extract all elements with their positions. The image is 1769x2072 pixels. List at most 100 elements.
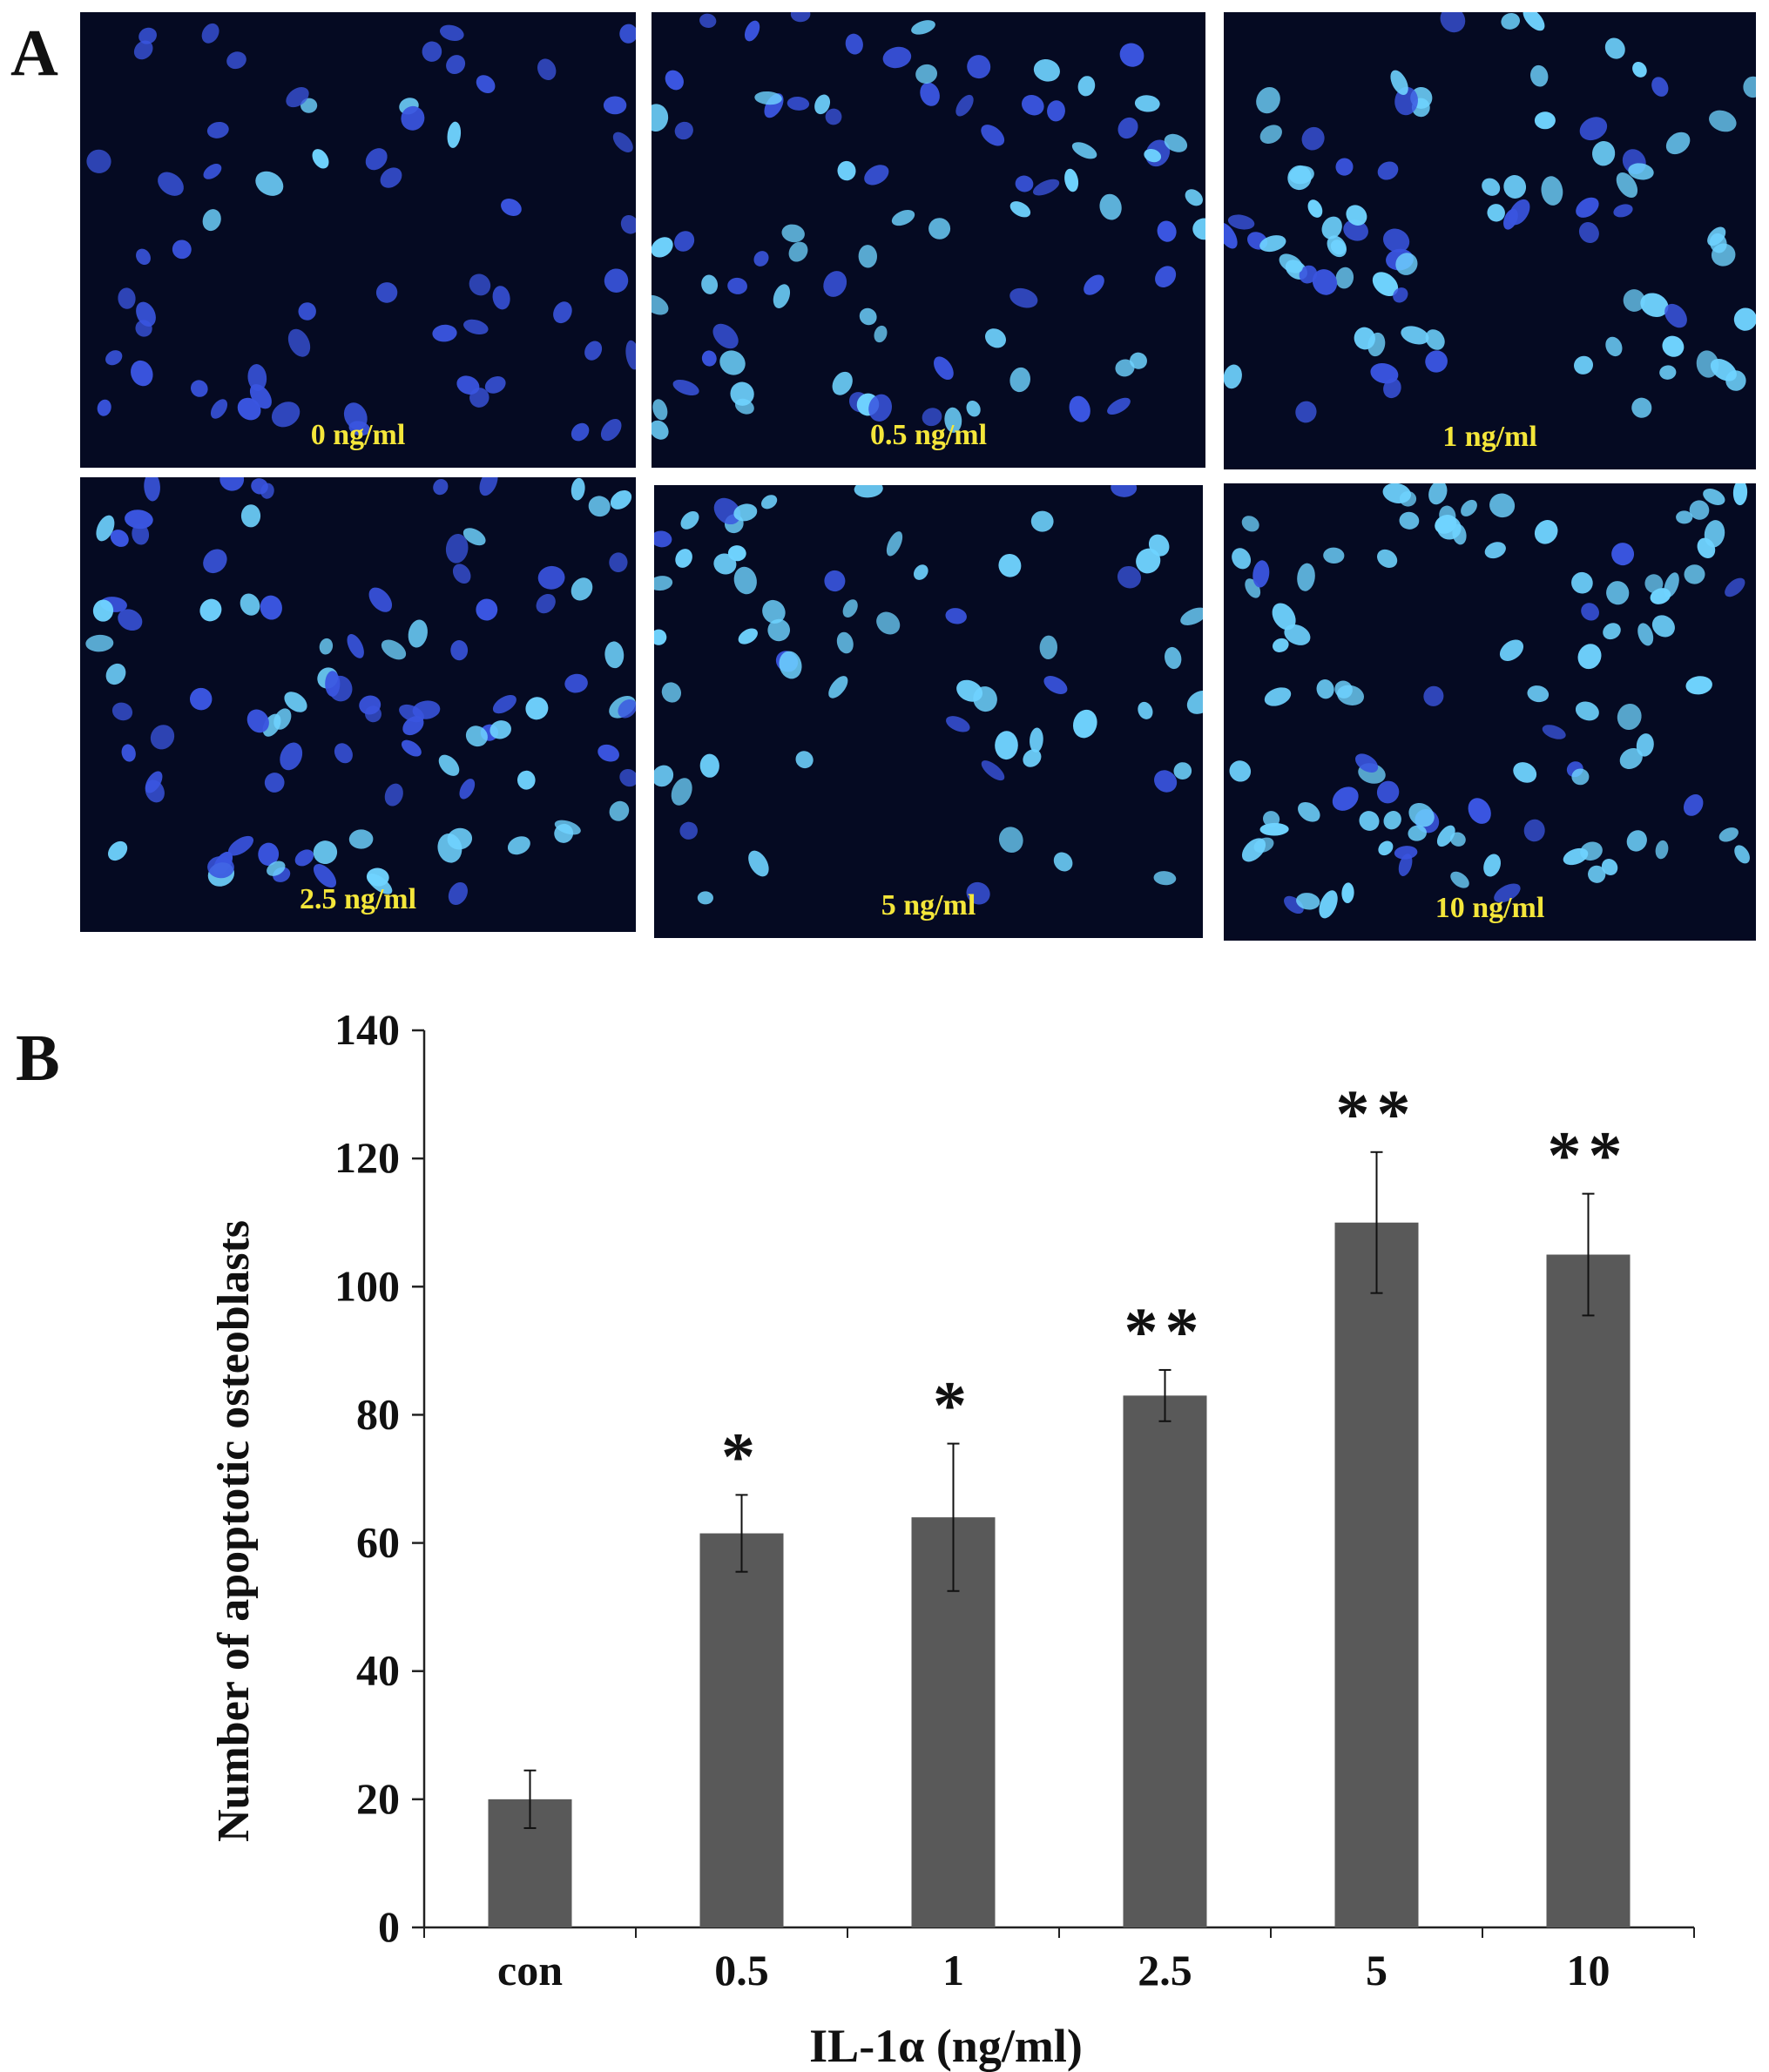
micrograph-5: 10 ng/ml [1224,483,1756,941]
nucleus [452,564,471,584]
bar [1546,1254,1631,1927]
nucleus [456,375,480,395]
nucleus [1295,401,1317,423]
nucleus [210,399,228,419]
nucleus [625,340,636,370]
nucleus [1487,204,1505,222]
nucleus [1279,253,1303,273]
nucleus [246,709,269,733]
nucleus [845,33,863,55]
nucleus [1408,802,1435,827]
nucleus [286,87,309,108]
nucleus [760,495,778,510]
nucleus [913,564,928,580]
nucleus [1644,574,1664,593]
nucleus [618,699,636,719]
micrograph-0: 0 ng/ml [80,12,636,468]
nucleus [891,210,915,226]
nucleus [343,402,368,430]
nucleus [1527,685,1550,703]
nucleus [445,533,469,564]
nucleus [1579,117,1608,141]
nucleus [744,20,760,42]
nucleus [463,528,486,546]
nucleus [1662,335,1685,357]
nucleus [1021,94,1044,116]
nucleus [202,209,221,232]
nucleus [260,595,282,620]
nucleus [609,552,628,572]
nucleus [1616,172,1638,198]
nucleus [189,687,213,711]
nucleus [773,284,791,308]
nucleus [1665,132,1691,155]
nucleus [1499,639,1524,661]
nucleus [915,64,938,84]
nucleus [284,692,307,712]
nucleus [1450,832,1466,847]
nucleus [652,237,673,258]
nucleus [1651,615,1675,638]
nucleus [998,827,1023,854]
panel-a-label: A [10,17,58,90]
nucleus [1631,397,1652,418]
nucleus [1606,581,1630,605]
nucleus [1541,176,1563,206]
micrograph-0-label: 0 ng/ml [310,419,406,451]
nucleus [665,70,684,91]
nucleus [1408,825,1427,841]
nucleus [368,587,393,612]
nucleus [110,530,129,547]
nucleus [727,277,747,294]
nucleus [795,751,814,769]
nucleus [1619,747,1643,770]
micrograph-2: 1 ng/ml [1224,12,1756,469]
micrograph-3: 2.5 ng/ml [80,477,636,932]
y-tick-label: 0 [378,1902,400,1951]
nucleus [1581,603,1599,621]
bar [1123,1395,1207,1927]
micrograph-background [80,12,636,468]
nucleus [1575,701,1599,721]
nucleus [1628,163,1654,180]
nucleus [1571,571,1593,594]
nucleus [490,720,511,739]
nucleus [1186,690,1203,714]
nucleus [609,800,630,821]
nucleus [733,566,757,595]
nucleus [118,609,143,631]
nucleus [1155,266,1177,288]
nucleus [144,477,160,502]
nucleus [1468,798,1491,824]
micrograph-2-label: 1 ng/ml [1442,421,1537,453]
nucleus [654,629,667,645]
nucleus [401,105,425,131]
nucleus [199,598,222,622]
nucleus [619,769,636,787]
nucleus [507,836,530,855]
nucleus [399,704,424,723]
nucleus [1603,623,1621,640]
nucleus [1327,235,1347,258]
nucleus [1033,179,1060,196]
nucleus [1684,564,1705,584]
nucleus [1501,12,1521,30]
nucleus [944,407,962,433]
nucleus [237,397,261,421]
nucleus [1253,837,1274,854]
nucleus [380,167,402,188]
nucleus [748,850,769,877]
nucleus [536,593,556,614]
nucleus [753,251,769,267]
nucleus [97,399,111,416]
nucleus [1296,893,1320,910]
x-tick-label: 10 [1567,1946,1610,1994]
nucleus [1346,205,1367,226]
nucleus [348,829,374,849]
nucleus [699,753,719,778]
nucleus [859,307,877,326]
nucleus [86,149,111,173]
y-tick-label: 120 [334,1133,400,1182]
nucleus [1513,762,1537,783]
nucleus [273,708,292,730]
